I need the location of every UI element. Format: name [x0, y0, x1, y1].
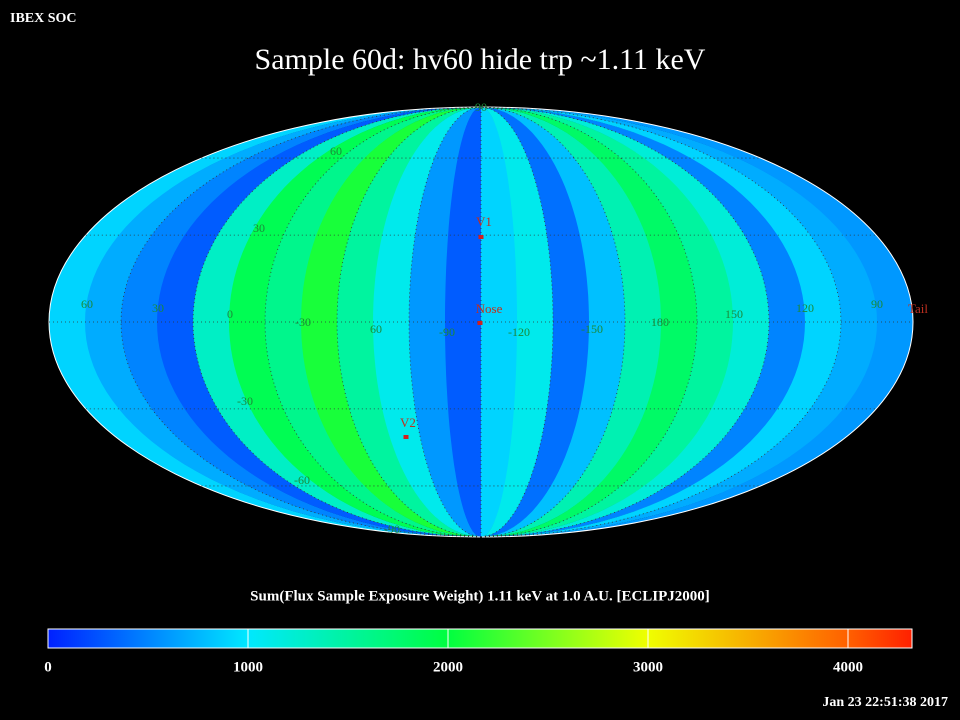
map-strip [481, 107, 734, 537]
map-strip [445, 107, 482, 537]
latitude-label: 90 [475, 100, 487, 114]
latitude-label: -60 [294, 473, 310, 487]
marker-label: Nose [476, 301, 503, 316]
timestamp: Jan 23 22:51:38 2017 [822, 695, 948, 710]
latitude-label: 30 [253, 221, 265, 235]
colorbar-tick-label: 2000 [433, 659, 463, 675]
longitude-label: 90 [871, 297, 883, 311]
longitude-label: 30 [152, 301, 164, 315]
map-strip [481, 107, 662, 537]
marker-label: V1 [476, 214, 492, 229]
longitude-label: 0 [227, 307, 233, 321]
meridian [480, 106, 554, 538]
longitude-label: 60 [81, 297, 93, 311]
map-strip [301, 107, 481, 537]
longitude-label: 60 [370, 322, 382, 336]
longitude-label: -30 [295, 315, 311, 329]
map-grid: 60 30 0 -30 60 -90 -120 -150 180 150 120 90 90 60 30 -3… [49, 100, 928, 538]
meridian [120, 106, 482, 538]
longitude-label: -150 [581, 322, 603, 336]
map-strip [373, 107, 481, 537]
map-strip [481, 107, 518, 537]
longitude-label: -90 [439, 325, 455, 339]
marker-label: Tail [908, 301, 928, 316]
longitude-label: 180 [651, 315, 669, 329]
marker-dot [478, 235, 484, 239]
latitude-label: -90 [384, 522, 400, 536]
colorbar-tick-label: 4000 [833, 659, 863, 675]
sky-map [49, 107, 913, 537]
map-strip [337, 107, 481, 537]
colorbar-tick-label: 1000 [233, 659, 263, 675]
longitude-label: 150 [725, 307, 743, 321]
map-strip [265, 107, 481, 537]
chart-title: Sample 60d: hv60 hide trp ~1.11 keV [255, 43, 706, 76]
latitude-label: -30 [237, 394, 253, 408]
colorbar [47, 628, 913, 649]
map-strip [481, 107, 626, 537]
marker-label: V2 [400, 415, 416, 430]
marker-dot [477, 321, 483, 325]
header: IBEX SOC [10, 11, 77, 26]
colorbar-label: Sum(Flux Sample Exposure Weight) 1.11 ke… [250, 588, 710, 604]
colorbar-tick-label: 3000 [633, 659, 663, 675]
longitude-label: 120 [796, 301, 814, 315]
map-strip [481, 107, 590, 537]
longitude-label: -120 [508, 325, 530, 339]
colorbar-tick-label: 0 [44, 659, 52, 675]
latitude-label: 60 [330, 144, 342, 158]
map-strip [481, 107, 698, 537]
map-strip [229, 107, 481, 537]
marker-dot [403, 435, 409, 439]
